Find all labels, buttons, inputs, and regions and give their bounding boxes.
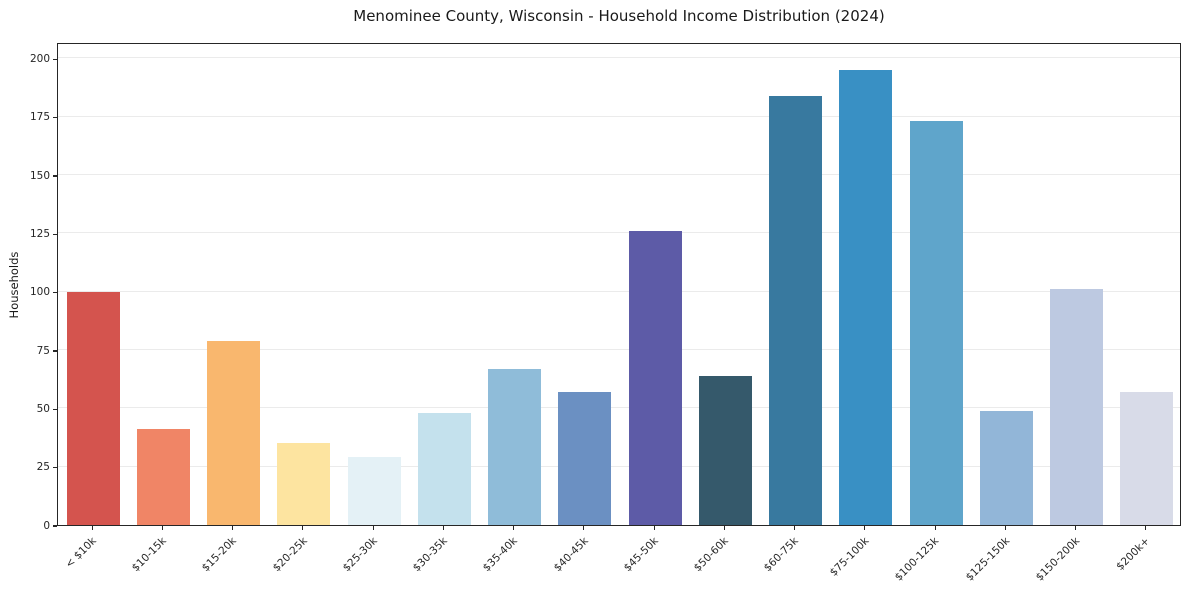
y-tick-label: 25 bbox=[36, 461, 50, 474]
bar-$200k+ bbox=[1120, 392, 1174, 525]
y-tick-mark bbox=[53, 117, 57, 119]
bar-< $10k bbox=[66, 291, 120, 525]
y-tick-mark bbox=[53, 408, 57, 410]
y-axis-label: Households bbox=[7, 251, 21, 319]
x-tick-label: < $10k bbox=[63, 535, 99, 571]
y-tick-label: 125 bbox=[29, 227, 50, 240]
bar-$10-15k bbox=[136, 429, 190, 525]
gridline bbox=[58, 407, 1180, 409]
gridline bbox=[58, 57, 1180, 59]
y-tick-mark bbox=[53, 525, 57, 527]
gridline bbox=[58, 349, 1180, 350]
y-tick-label: 75 bbox=[36, 344, 50, 357]
gridline bbox=[58, 115, 1180, 117]
chart-title: Menominee County, Wisconsin - Household … bbox=[353, 7, 885, 25]
bar-$75-100k bbox=[839, 70, 893, 525]
y-tick-mark bbox=[53, 233, 57, 235]
x-tick-mark bbox=[794, 526, 796, 530]
x-tick-label: $200k+ bbox=[1114, 535, 1153, 573]
x-tick-mark bbox=[513, 526, 515, 530]
bar-$100-125k bbox=[909, 121, 963, 525]
y-tick-label: 0 bbox=[43, 519, 50, 532]
y-tick-mark bbox=[53, 292, 57, 294]
gridline bbox=[58, 465, 1180, 467]
y-tick-label: 150 bbox=[29, 169, 50, 182]
x-tick-label: $40-45k bbox=[551, 535, 591, 575]
x-tick-mark bbox=[1004, 526, 1006, 530]
x-tick-label: $50-60k bbox=[691, 535, 731, 575]
x-tick-label: $35-40k bbox=[481, 535, 521, 575]
y-tick-label: 50 bbox=[36, 402, 50, 415]
x-tick-mark bbox=[372, 526, 374, 530]
y-tick-label: 175 bbox=[29, 111, 50, 124]
bar-$40-45k bbox=[558, 392, 612, 525]
bar-$45-50k bbox=[628, 231, 682, 525]
gridline bbox=[58, 232, 1180, 234]
x-tick-mark bbox=[864, 526, 866, 530]
y-tick-mark bbox=[53, 175, 57, 177]
bar-$50-60k bbox=[698, 375, 752, 525]
x-tick-mark bbox=[161, 526, 163, 530]
x-tick-mark bbox=[1145, 526, 1147, 530]
x-tick-label: $60-75k bbox=[762, 535, 802, 575]
x-tick-label: $125-150k bbox=[963, 535, 1012, 584]
x-tick-label: $25-30k bbox=[340, 535, 380, 575]
gridline bbox=[58, 290, 1180, 292]
bar-$35-40k bbox=[488, 368, 542, 525]
x-tick-label: $10-15k bbox=[129, 535, 169, 575]
y-tick-label: 100 bbox=[29, 286, 50, 299]
x-tick-mark bbox=[442, 526, 444, 530]
x-tick-mark bbox=[91, 526, 93, 530]
gridline bbox=[58, 174, 1180, 175]
y-tick-label: 200 bbox=[29, 52, 50, 65]
y-tick-mark bbox=[53, 58, 57, 60]
plot-area bbox=[57, 43, 1181, 526]
x-tick-label: $15-20k bbox=[200, 535, 240, 575]
x-tick-label: $45-50k bbox=[621, 535, 661, 575]
x-tick-label: $150-200k bbox=[1033, 535, 1083, 584]
x-tick-mark bbox=[934, 526, 936, 530]
x-tick-label: $100-125k bbox=[893, 535, 942, 584]
x-tick-mark bbox=[1075, 526, 1077, 530]
bar-$25-30k bbox=[347, 457, 401, 525]
bar-$60-75k bbox=[769, 95, 823, 525]
x-tick-label: $75-100k bbox=[827, 535, 872, 579]
x-tick-mark bbox=[302, 526, 304, 530]
bar-$150-200k bbox=[1050, 289, 1104, 525]
bar-$20-25k bbox=[277, 443, 331, 525]
x-tick-mark bbox=[232, 526, 234, 530]
y-tick-mark bbox=[53, 467, 57, 469]
bar-$15-20k bbox=[207, 340, 261, 525]
x-tick-mark bbox=[653, 526, 655, 530]
bar-$125-150k bbox=[979, 410, 1033, 525]
x-tick-mark bbox=[583, 526, 585, 530]
x-tick-label: $30-35k bbox=[410, 535, 450, 575]
x-tick-mark bbox=[723, 526, 725, 530]
bar-$30-35k bbox=[417, 413, 471, 525]
x-tick-label: $20-25k bbox=[270, 535, 310, 575]
y-tick-mark bbox=[53, 350, 57, 352]
